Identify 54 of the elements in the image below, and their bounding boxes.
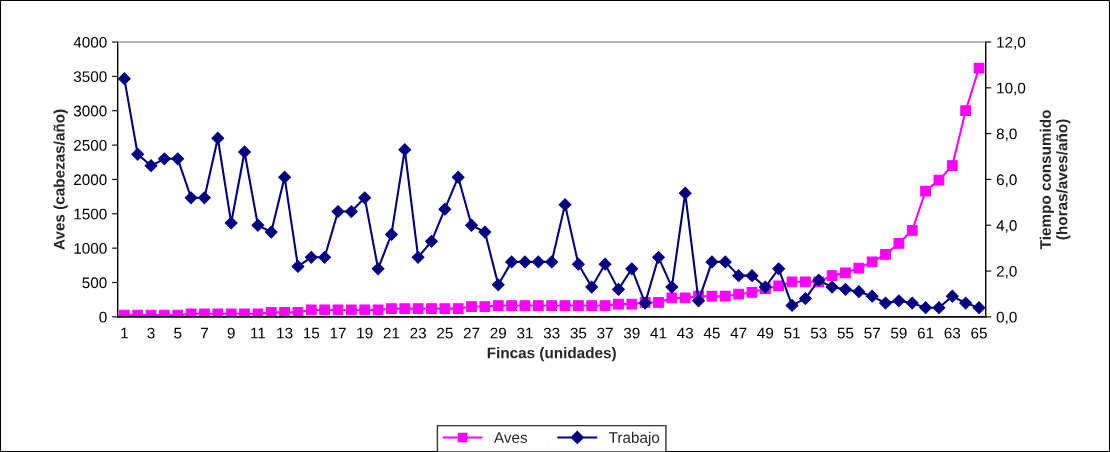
x-tick-label: 59 [890,327,907,339]
x-tick-label: 65 [971,327,987,339]
legend-label: Trabajo [608,431,660,447]
y2-tick-label: 4,0 [996,220,1017,233]
y2-tick-label: 10,0 [997,82,1026,96]
y2-tick-label: 6,0 [996,174,1017,187]
x-tick-label: 17 [330,327,346,339]
y-tick-label: 0 [99,311,107,323]
x-tick-label: 3 [147,327,155,339]
x-tick-label: 53 [810,327,827,339]
y-tick-label: 500 [82,277,107,289]
y-tick-label: 3000 [73,105,107,117]
x-tick-label: 47 [730,327,747,339]
legend-label: Aves [493,432,528,443]
x-tick-label: 63 [944,327,961,339]
x-tick-label: 35 [570,327,587,339]
x-tick-label: 11 [251,327,266,339]
x-tick-label: 41 [650,327,667,339]
x-tick-label: 9 [227,327,235,339]
x-tick-label: 25 [437,327,453,339]
x-tick-label: 31 [517,327,533,339]
y2-axis-title: Tiempo consumido (horas/aves/año) [1039,110,1071,250]
y2-tick-label: 2,0 [996,265,1017,279]
y-tick-label: 2000 [74,174,107,186]
y-tick-label: 3500 [73,71,107,83]
x-tick-label: 51 [784,327,800,339]
x-axis-title: Fincas (unidades) [487,347,616,362]
x-tick-label: 55 [837,327,854,339]
x-tick-label: 43 [677,327,694,339]
y-tick-label: 2500 [74,139,107,151]
x-tick-label: 37 [597,327,613,339]
x-tick-label: 23 [410,327,426,339]
y2-tick-label: 8,0 [996,128,1017,142]
y-tick-label: 1000 [74,243,107,254]
x-tick-label: 19 [357,327,373,339]
x-tick-label: 39 [623,327,640,339]
x-tick-label: 45 [703,327,720,339]
y-tick-label: 1500 [74,208,107,220]
y2-tick-label: 12,0 [997,36,1026,50]
y-axis-title: Aves (cabezas/año) [53,109,68,250]
y-tick-label: 4000 [73,36,107,48]
x-tick-label: 27 [463,327,480,339]
x-tick-label: 57 [864,327,880,339]
x-tick-label: 1 [121,327,128,339]
x-tick-label: 29 [490,327,507,339]
x-tick-label: 21 [383,327,400,339]
x-tick-label: 5 [174,327,182,339]
y2-tick-label: 0,0 [996,311,1017,325]
x-tick-label: 33 [543,327,560,339]
x-tick-label: 61 [917,327,934,339]
x-tick-label: 7 [201,327,208,339]
x-tick-label: 15 [303,327,320,339]
x-tick-label: 49 [757,327,774,339]
x-tick-label: 13 [277,327,293,339]
